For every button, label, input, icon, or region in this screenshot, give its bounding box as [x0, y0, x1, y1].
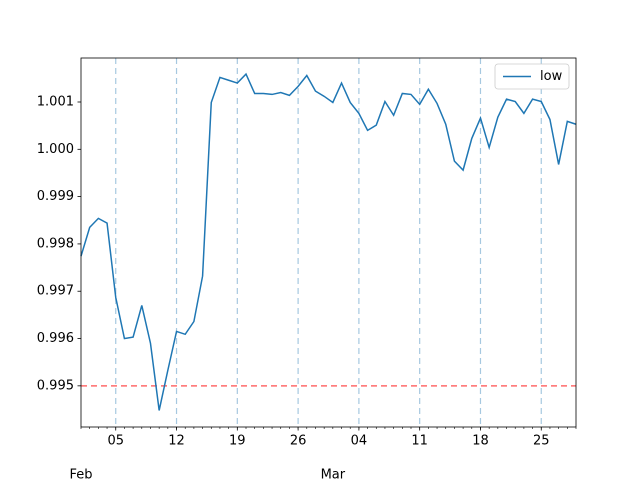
y-tick-label: 0.998	[37, 236, 74, 251]
y-tick-label: 0.997	[37, 284, 74, 299]
x-month-label: Feb	[69, 468, 92, 480]
y-tick-label: 1.000	[37, 142, 74, 157]
y-tick-label: 0.999	[37, 189, 74, 204]
x-tick-label: 04	[351, 434, 368, 449]
x-tick-label: 18	[472, 434, 489, 449]
x-tick-label: 11	[411, 434, 428, 449]
plot-frame	[80, 57, 577, 428]
x-tick-label: 26	[290, 434, 307, 449]
legend-label: low	[540, 69, 563, 84]
legend-box	[494, 63, 570, 90]
x-tick-label: 25	[533, 434, 550, 449]
y-tick-label: 1.001	[37, 94, 74, 109]
x-tick-label: 05	[107, 434, 124, 449]
y-tick-label: 0.996	[37, 331, 74, 346]
data-line	[80, 72, 577, 411]
x-tick-label: 12	[168, 434, 185, 449]
y-tick-label: 0.995	[37, 378, 74, 393]
x-tick-label: 19	[229, 434, 246, 449]
x-month-label: Mar	[321, 468, 346, 480]
